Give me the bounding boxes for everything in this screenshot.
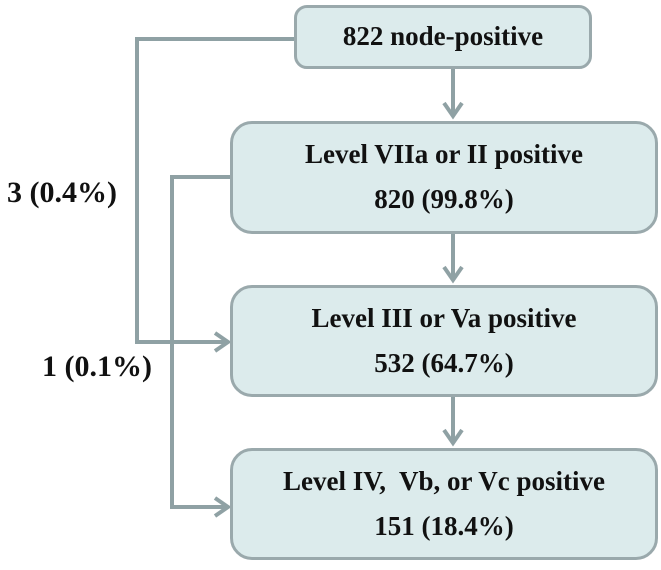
node-count: 532 (64.7%) xyxy=(374,347,514,378)
node-level-viia-or-ii-positive: Level VIIa or II positive 820 (99.8%) xyxy=(230,121,658,234)
node-count: 820 (99.8%) xyxy=(374,184,514,215)
node-count: 151 (18.4%) xyxy=(374,510,514,541)
node-label: Level III or Va positive xyxy=(311,302,577,333)
node-label: Level VIIa or II positive xyxy=(304,138,583,169)
node-label: Level IV, Vb, or Vc positive xyxy=(282,465,606,496)
arrow-node-positive-to-level3-bypass xyxy=(135,37,296,353)
node-level-iv-vb-or-vc-positive: Level IV, Vb, or Vc positive 151 (18.4%) xyxy=(230,448,658,560)
node-label: 822 node-positive xyxy=(342,21,544,52)
branch-label-3-0.4pct: 3 (0.4%) xyxy=(7,176,117,209)
branch-label-1-0.1pct: 1 (0.1%) xyxy=(42,350,152,383)
node-level-iii-or-va-positive: Level III or Va positive 532 (64.7%) xyxy=(230,285,658,397)
arrow-level2-to-level4-bypass xyxy=(170,175,232,518)
node-822-node-positive: 822 node-positive xyxy=(294,5,592,69)
